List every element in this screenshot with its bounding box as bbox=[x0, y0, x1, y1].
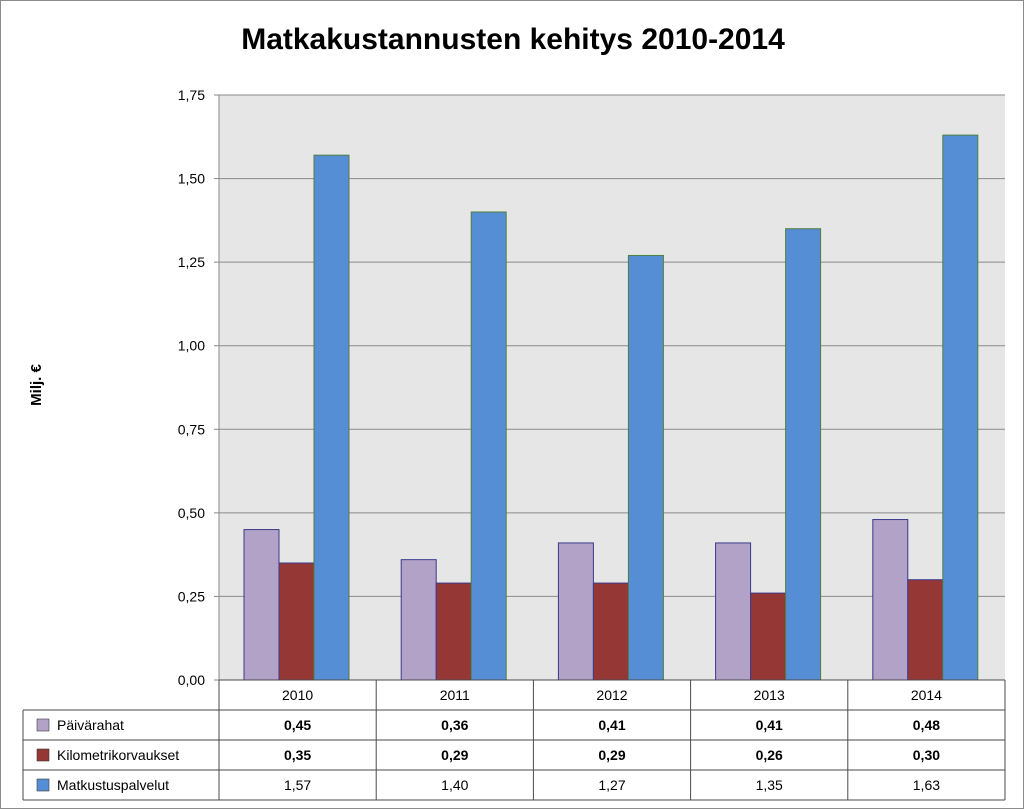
data-label: 0,26 bbox=[756, 747, 783, 763]
bar bbox=[785, 228, 822, 681]
bar bbox=[872, 519, 909, 681]
category-label: 2013 bbox=[754, 687, 785, 703]
category-label: 2011 bbox=[440, 687, 470, 703]
y-axis-label: Milj. € bbox=[28, 364, 45, 406]
data-label: 0,36 bbox=[441, 717, 468, 733]
legend-swatch bbox=[36, 778, 50, 792]
legend-swatch bbox=[36, 718, 50, 732]
data-label: 0,48 bbox=[913, 717, 940, 733]
data-label: 1,63 bbox=[913, 777, 940, 793]
bar bbox=[907, 579, 944, 681]
y-tick-label: 1,75 bbox=[178, 87, 205, 103]
bar bbox=[715, 542, 752, 681]
y-tick-label: 0,25 bbox=[178, 588, 205, 604]
data-label: 1,35 bbox=[756, 777, 783, 793]
y-tick-label: 1,00 bbox=[178, 338, 205, 354]
bar bbox=[942, 134, 979, 681]
bar bbox=[557, 542, 594, 681]
bar bbox=[313, 154, 350, 681]
bar bbox=[592, 582, 629, 681]
bar bbox=[278, 562, 315, 681]
data-label: 0,29 bbox=[441, 747, 468, 763]
y-tick-label: 0,75 bbox=[178, 421, 205, 437]
data-label: 0,45 bbox=[284, 717, 311, 733]
data-label: 1,27 bbox=[598, 777, 625, 793]
legend-swatch bbox=[36, 748, 50, 762]
series-name: Päivärahat bbox=[57, 717, 124, 733]
data-label: 0,35 bbox=[284, 747, 311, 763]
bar bbox=[243, 529, 280, 681]
data-label: 0,29 bbox=[598, 747, 625, 763]
bar bbox=[627, 254, 664, 681]
data-label: 0,41 bbox=[756, 717, 783, 733]
bar bbox=[470, 211, 507, 681]
bar bbox=[435, 582, 472, 681]
data-label: 1,57 bbox=[284, 777, 311, 793]
series-name: Matkustuspalvelut bbox=[57, 777, 169, 793]
data-label: 0,41 bbox=[598, 717, 625, 733]
bar bbox=[400, 559, 437, 681]
y-tick-label: 1,25 bbox=[178, 254, 205, 270]
series-name: Kilometrikorvaukset bbox=[57, 747, 179, 763]
y-tick-label: 0,00 bbox=[178, 672, 205, 688]
category-label: 2010 bbox=[282, 687, 313, 703]
y-tick-label: 1,50 bbox=[178, 171, 205, 187]
data-label: 0,30 bbox=[913, 747, 940, 763]
y-tick-label: 0,50 bbox=[178, 505, 205, 521]
data-label: 1,40 bbox=[441, 777, 468, 793]
category-label: 2012 bbox=[596, 687, 627, 703]
chart-title: Matkakustannusten kehitys 2010-2014 bbox=[241, 23, 785, 56]
bar bbox=[750, 592, 787, 681]
category-label: 2014 bbox=[911, 687, 942, 703]
